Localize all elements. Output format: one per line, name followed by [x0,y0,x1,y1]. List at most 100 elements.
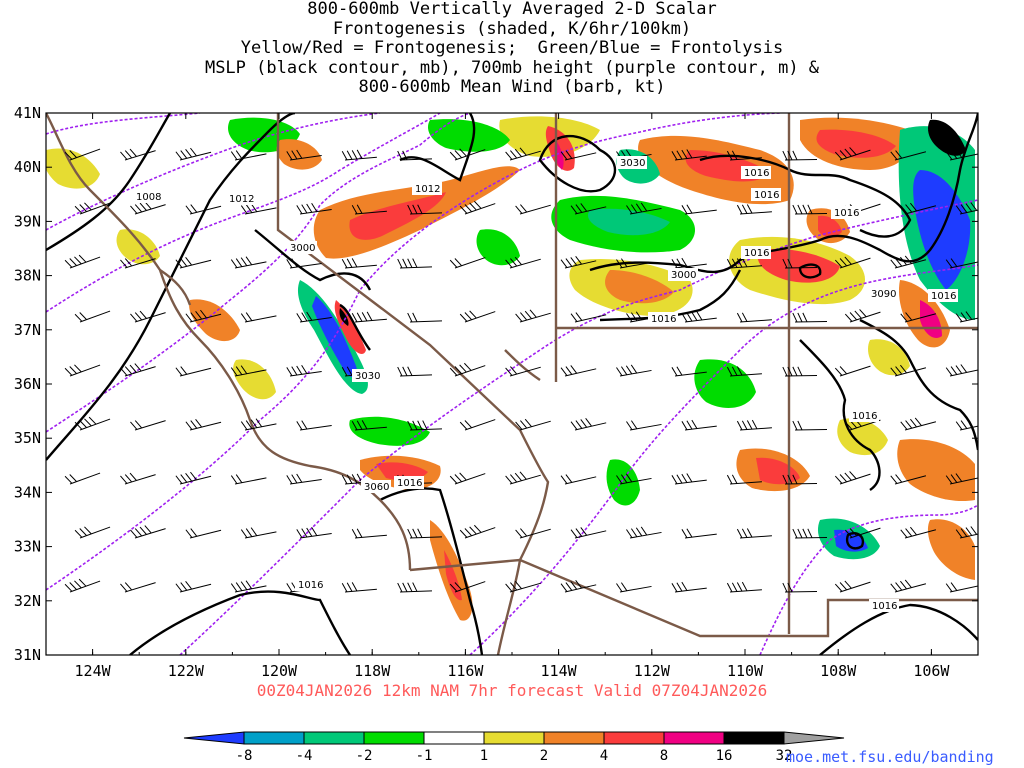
wind-barb [130,310,166,323]
baja-coast [496,559,522,655]
lon-tick-label: 124W [75,662,112,680]
wind-barb [834,365,871,377]
wind-barb [175,471,212,485]
lon-tick-label: 110W [727,662,764,680]
wind-barb [130,525,166,539]
wind-barb [351,311,387,323]
wind-barb [505,147,541,161]
colorbar-segment [183,731,245,745]
wind-barb [955,526,978,539]
wind-barb [900,417,937,431]
mslp-label: 1016 [394,476,424,489]
wind-barb [74,310,111,323]
mslp-label: 1012 [412,182,442,195]
wind-barb [515,418,551,431]
wind-barb [286,365,322,377]
frontogenesis-shading [46,116,975,621]
wind-barb [782,582,818,593]
height-label: 3000 [668,268,698,281]
svg-text:1016: 1016 [744,168,769,179]
svg-text:1012: 1012 [229,194,254,205]
lon-tick-label: 116W [447,662,484,680]
wind-barb [240,312,277,323]
wind-barb [671,581,707,593]
wind-barb [64,472,101,485]
wind-barb [74,202,111,215]
contour-labels: 1008 1012 1012 1016 1016 1016 1016 1016 … [133,156,958,612]
wind-barb [681,204,717,215]
mslp-contour [589,113,978,274]
wind-barb [955,420,978,431]
wind-barb [570,527,607,539]
colorbar-segment [243,731,305,745]
wind-barb [570,418,607,431]
wind-barb [616,473,652,485]
wind-barb [792,312,828,323]
colorbar-label: 2 [540,748,548,764]
wind-barb [185,419,222,431]
wind-barb [175,257,212,269]
wind-barb [397,366,432,377]
lon-tick-label: 122W [168,662,205,680]
wind-barb [844,309,881,323]
mslp-label: 1016 [751,188,781,201]
wind-barb [560,580,597,593]
wind-barb [341,582,377,593]
wind-barb [341,258,377,269]
wind-barb [736,528,772,539]
mslp-contour [798,263,822,279]
mslp-contour [46,113,296,461]
colorbar-label: 32 [776,748,793,764]
mslp-contour [859,318,978,451]
wind-barb [671,257,707,269]
lat-tick-label: 38N [14,267,41,285]
wind-barb [834,256,871,269]
wind-barb [515,528,551,539]
wind-barb [175,147,212,161]
mslp-label: 1016 [928,289,958,302]
wind-barb [230,474,267,485]
source-credit[interactable]: moe.met.fsu.edu/banding [786,748,994,766]
lon-tick-label: 120W [261,662,298,680]
sf-bay [159,269,192,306]
colorbar-segment [603,731,665,745]
wind-barb [459,200,496,215]
lon-tick-label: 118W [354,662,391,680]
wind-barb [74,416,111,431]
figure-title: 800-600mb Vertically Averaged 2-D Scalar… [0,0,1024,98]
wind-barb [515,204,551,215]
wind-barb [792,420,828,431]
wind-barb [230,256,267,269]
wind-barb [900,526,937,539]
wind-barb [286,258,322,269]
mslp-label: 1016 [295,578,325,591]
wind-barb [397,582,432,593]
wind-barb [782,258,818,269]
wind-barb [900,202,937,215]
mslp-contour [129,590,351,655]
mslp-contours [46,113,978,655]
colorbar-segment [663,731,725,745]
svg-text:1016: 1016 [931,291,956,302]
wind-barb [505,471,541,485]
wind-barb [671,366,707,377]
svg-text:1016: 1016 [872,601,897,612]
wind-barb [296,527,332,539]
colorbar-segment [723,731,785,745]
mslp-contour [254,229,372,291]
height-label: 3000 [287,241,317,254]
svg-text:1016: 1016 [852,411,877,422]
colorbar: -8 -4 -2 -1 1 2 4 8 16 32 [183,731,845,764]
wind-barb [726,150,762,161]
wind-barb [945,364,978,377]
wind-barb [616,364,652,377]
height-contour [469,264,978,655]
wind-barb [560,150,597,161]
wind-barb [955,202,978,215]
mslp-label: 1012 [226,192,256,205]
wind-barb [286,473,322,485]
lat-tick-label: 40N [14,158,41,176]
wind-barb [407,204,442,215]
colorbar-segment [543,731,605,745]
wind-barb [64,364,101,377]
